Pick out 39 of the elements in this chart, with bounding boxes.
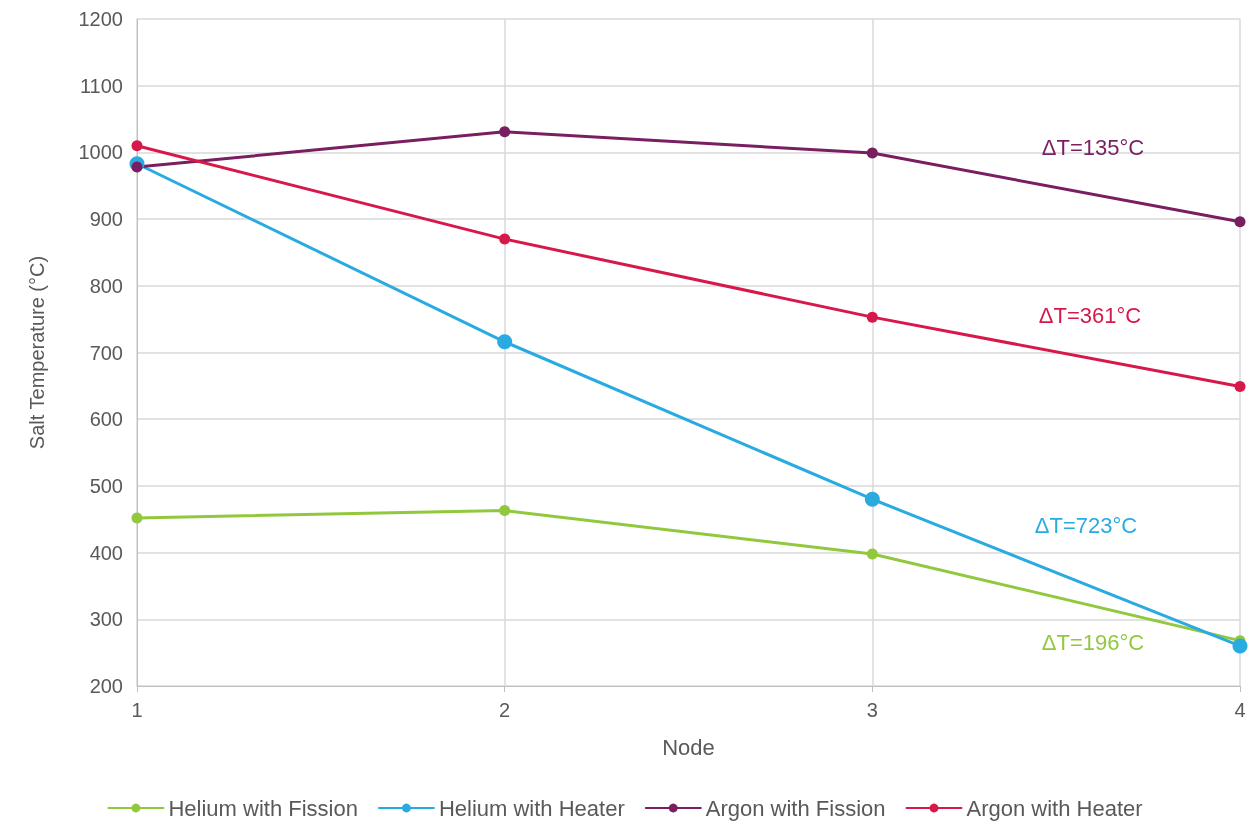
y-tick-label: 500: [89, 474, 123, 497]
annotation: ΔT=196°C: [1041, 629, 1145, 655]
y-tick-label: 1200: [78, 8, 123, 30]
x-tick-label: 1: [131, 699, 143, 721]
annotation: ΔT=723°C: [1034, 512, 1138, 538]
point: [499, 505, 511, 517]
legend-label: Argon with Fission: [705, 795, 886, 821]
annotation: ΔT=361°C: [1038, 302, 1142, 328]
legend-label: Argon with Heater: [966, 795, 1143, 821]
point: [499, 233, 511, 245]
point: [866, 548, 878, 560]
y-tick-label: 800: [89, 274, 123, 297]
x-axis-title: Node: [662, 734, 715, 760]
y-axis-title: Salt Temperature (°C): [26, 255, 48, 450]
point: [1234, 381, 1246, 393]
y-tick-label: 600: [89, 408, 123, 431]
point: [131, 140, 143, 152]
point: [866, 147, 878, 159]
y-tick-label: 400: [89, 541, 123, 564]
y-tick-label: 1100: [79, 74, 123, 97]
y-tick-label: 900: [89, 208, 123, 231]
legend-label: Helium with Fission: [168, 795, 358, 821]
x-tick-label: 4: [1234, 699, 1246, 721]
y-tick-label: 200: [89, 675, 123, 697]
point: [131, 512, 143, 524]
point: [864, 491, 880, 507]
legend-label: Helium with Heater: [438, 795, 625, 821]
point: [866, 311, 878, 323]
y-tick-label: 300: [89, 608, 123, 631]
annotation: ΔT=135°C: [1041, 134, 1145, 160]
x-tick-label: 2: [499, 699, 511, 721]
point: [497, 334, 513, 350]
point: [131, 161, 143, 173]
x-tick-label: 3: [866, 699, 878, 721]
point: [1234, 216, 1246, 228]
point: [1232, 638, 1248, 654]
point: [499, 126, 511, 138]
y-tick-label: 700: [89, 341, 123, 364]
y-tick-label: 1000: [78, 141, 123, 164]
